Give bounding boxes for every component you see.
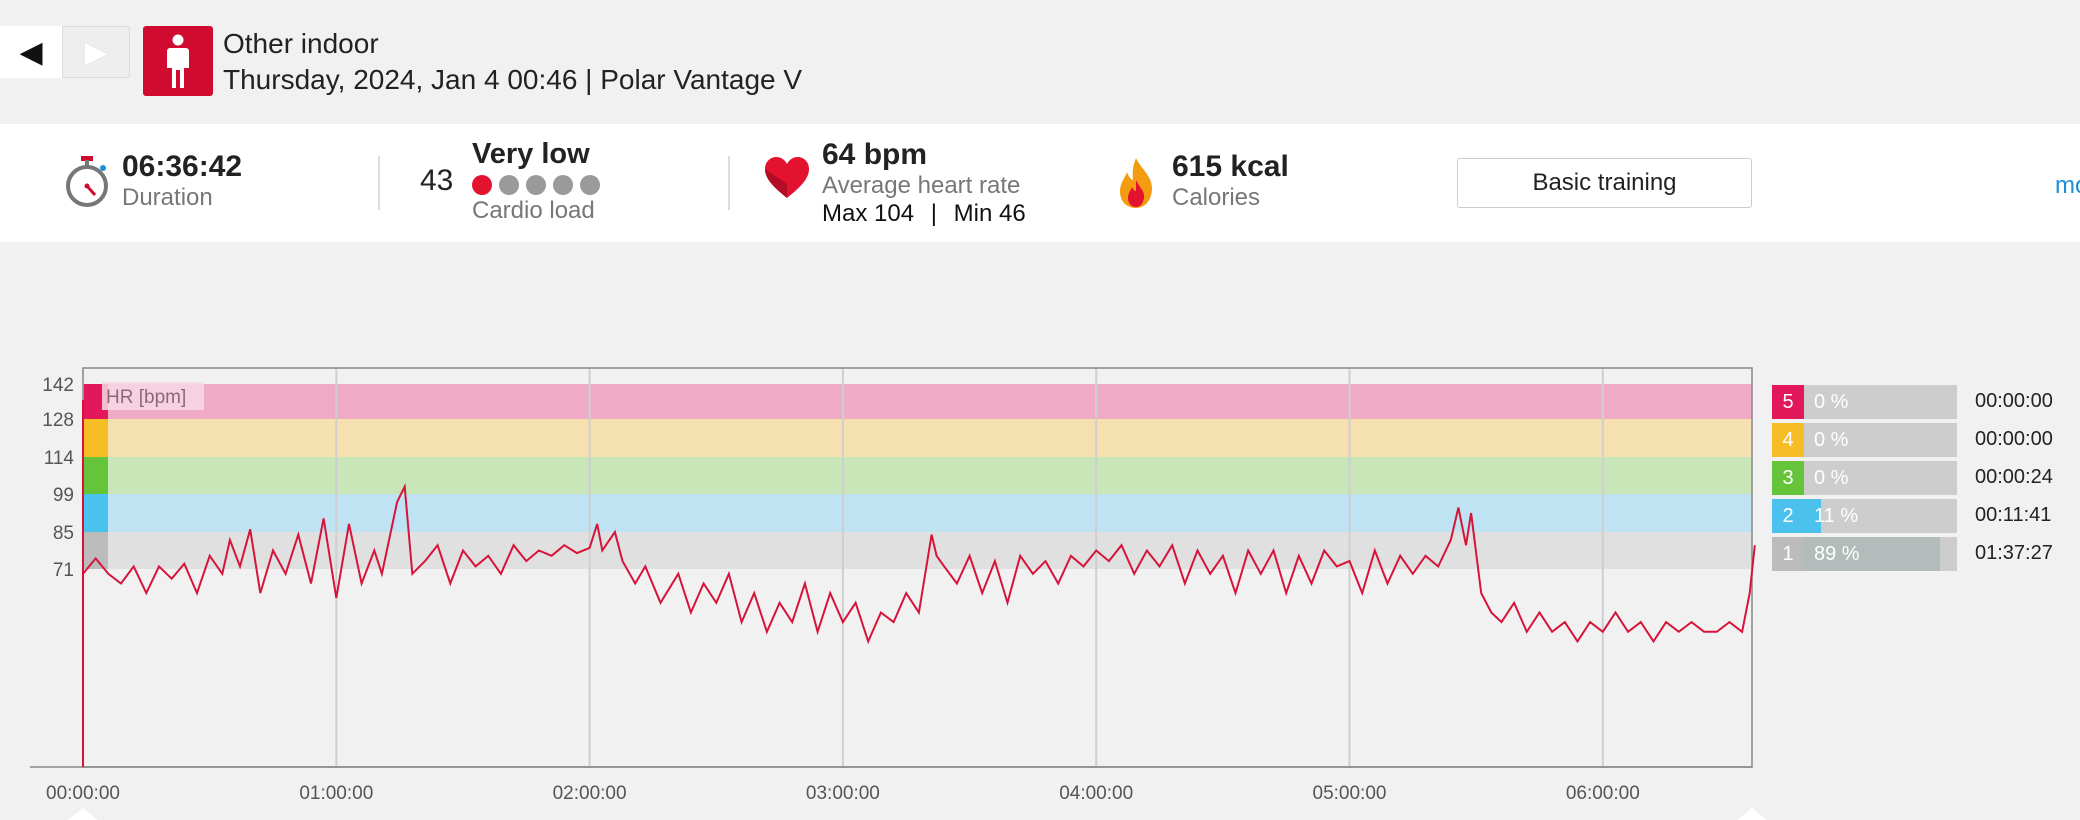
zone-bar (1804, 499, 1957, 533)
zone-time: 01:37:27 (1975, 542, 2053, 564)
y-tick-label: 142 (42, 375, 74, 396)
session-summary: 06:36:42 Duration 43 Very low Cardio loa… (0, 124, 2080, 242)
avg-heart-rate-value: 64 bpm (822, 138, 928, 171)
zone-marker-2 (84, 494, 108, 532)
zone-number: 4 (1772, 423, 1804, 457)
session-subtitle: Thursday, 2024, Jan 4 00:46 | Polar Vant… (223, 64, 803, 95)
avg-heart-rate-label: Average heart rate (822, 172, 1021, 199)
duration-label: Duration (122, 184, 213, 211)
training-benefit-button[interactable]: Basic training (1457, 158, 1752, 208)
session-title: Other indoor (223, 28, 379, 59)
previous-session-button[interactable]: ◀ (0, 26, 62, 78)
zone-percent: 0 % (1814, 467, 1849, 489)
zone-bar (1804, 423, 1957, 457)
y-tick-label: 99 (53, 485, 74, 506)
zone-percent: 0 % (1814, 391, 1849, 413)
stopwatch-icon (64, 154, 110, 215)
y-tick-label: 114 (44, 448, 75, 469)
zone-time: 00:00:24 (1975, 466, 2053, 488)
cardio-load-dots (472, 175, 600, 195)
more-link[interactable]: mo (2055, 172, 2080, 199)
cardio-load-label: Cardio load (472, 197, 595, 224)
y-tick-label: 85 (53, 523, 74, 544)
zone-marker-1 (84, 532, 108, 569)
heart-rate-chart: HR [bpm] 142 128 114 99 85 71 00:00:00 01:00:0… (30, 367, 1767, 820)
zone-number: 1 (1772, 537, 1804, 571)
zone-number: 5 (1772, 385, 1804, 419)
zone-row-2: 2 11 % (1772, 499, 1957, 533)
zone-percent: 89 % (1814, 543, 1860, 565)
y-tick-label: 71 (53, 560, 74, 581)
x-tick-label: 05:00:00 (1313, 783, 1387, 804)
flame-icon (1117, 156, 1155, 215)
zone-marker-4 (84, 419, 108, 457)
zone-percent: 11 % (1814, 505, 1859, 527)
zone-band-1 (83, 532, 1752, 569)
next-session-button[interactable]: ▶ (62, 26, 130, 78)
zone-bar (1804, 385, 1957, 419)
x-tick-label: 06:00:00 (1566, 783, 1640, 804)
separator: | (930, 200, 937, 227)
hr-series-line (82, 482, 1756, 645)
zone-time: 00:00:00 (1975, 428, 2053, 450)
min-heart-rate: Min 46 (953, 200, 1026, 227)
x-tick-label: 03:00:00 (806, 783, 880, 804)
zone-bar (1804, 537, 1957, 571)
heart-rate-minmax: Max 104 | Min 46 (822, 200, 1026, 228)
zone-marker-3 (84, 457, 108, 494)
divider (728, 156, 730, 210)
zone-row-3: 3 0 % (1772, 461, 1957, 495)
zone-bar (1804, 461, 1957, 495)
cardio-dot (580, 175, 600, 195)
calories-value: 615 kcal (1172, 150, 1289, 183)
zone-bar-fill (1804, 537, 1941, 571)
zone-time: 00:11:41 (1975, 504, 2052, 526)
range-handle-end[interactable] (1737, 808, 1767, 820)
calories-label: Calories (1172, 184, 1261, 211)
cardio-load-level: Very low (472, 138, 590, 170)
zone-number: 2 (1772, 499, 1804, 533)
cardio-dot (499, 175, 519, 195)
x-tick-label: 02:00:00 (553, 783, 627, 804)
zone-number: 3 (1772, 461, 1804, 495)
range-handle-start[interactable] (68, 808, 98, 820)
zone-bar-fill (1804, 499, 1821, 533)
zone-row-5: 5 0 % (1772, 385, 1957, 419)
zone-row-4: 4 0 % (1772, 423, 1957, 457)
series-label-bg (102, 382, 204, 410)
zone-time: 00:00:00 (1975, 390, 2053, 412)
cardio-dot (472, 175, 492, 195)
heart-icon (764, 156, 810, 205)
y-tick-label: 128 (42, 410, 74, 431)
divider (378, 156, 380, 210)
cardio-dot (526, 175, 546, 195)
cardio-load-value: 43 (420, 164, 454, 197)
zone-band-5 (83, 384, 1752, 419)
cardio-dot (553, 175, 573, 195)
x-tick-label: 00:00:00 (46, 783, 120, 804)
person-standing-icon (143, 26, 213, 96)
x-tick-label: 01:00:00 (299, 783, 373, 804)
duration-value: 06:36:42 (122, 150, 243, 183)
zone-band-3 (83, 457, 1752, 494)
zone-row-1: 1 89 % (1772, 537, 1957, 571)
zone-band-2 (83, 494, 1752, 532)
max-heart-rate: Max 104 (822, 200, 915, 227)
zone-band-4 (83, 419, 1752, 457)
series-label: HR [bpm] (106, 387, 186, 408)
x-tick-label: 04:00:00 (1059, 783, 1133, 804)
zone-percent: 0 % (1814, 429, 1849, 451)
